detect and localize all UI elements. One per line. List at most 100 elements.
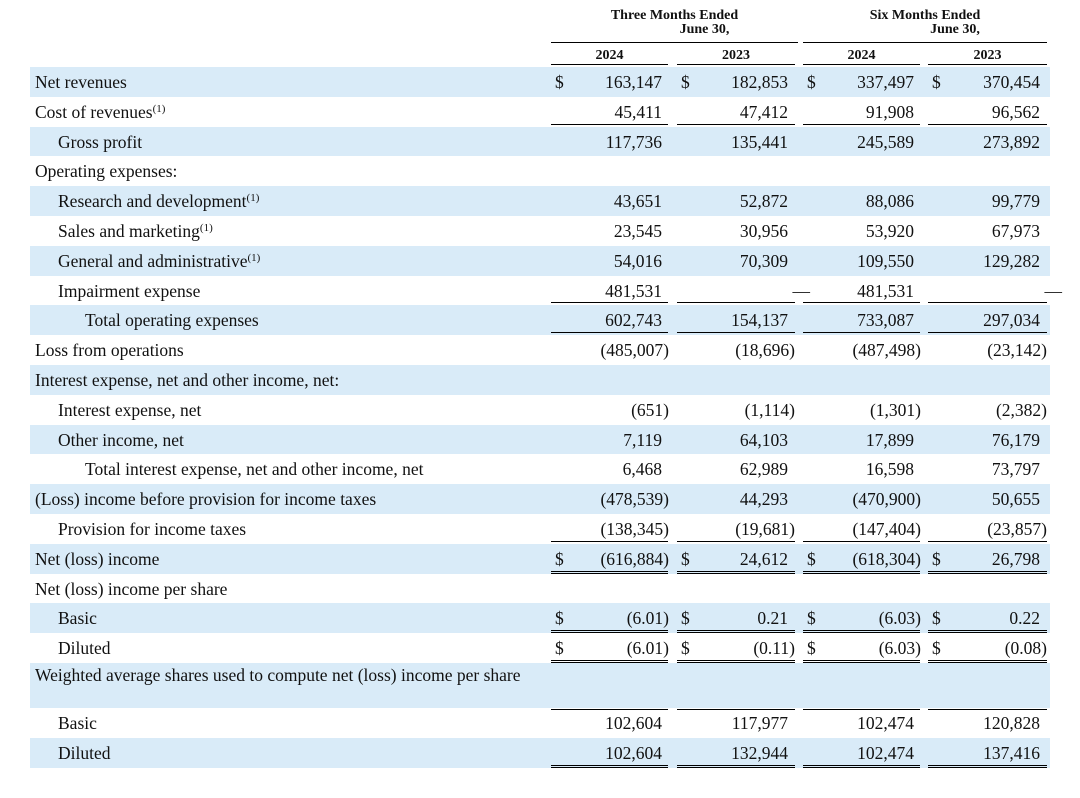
- label-text: Loss from operations: [35, 340, 184, 361]
- overline: [551, 709, 668, 710]
- underline: [551, 540, 668, 542]
- underline: [677, 540, 795, 542]
- row-label: Other income, net: [58, 430, 184, 450]
- cell-value: (0.11): [753, 638, 795, 659]
- cell-value: (616,884): [600, 548, 669, 569]
- underline: [677, 332, 795, 334]
- cell-value: (23,857): [987, 519, 1047, 539]
- cell-value: 30,956: [739, 221, 788, 241]
- year-header: 2023: [973, 48, 1002, 63]
- group-title: Three Months Ended: [610, 8, 739, 23]
- overline: [677, 709, 795, 710]
- currency-sign: $: [681, 608, 690, 629]
- year-rule: [677, 64, 795, 65]
- cell-value: 0.22: [1009, 608, 1040, 629]
- cell-value: 102,474: [857, 713, 914, 733]
- currency-sign: $: [555, 608, 564, 629]
- table-row: Operating expenses:: [30, 156, 1050, 186]
- cell-value: 129,282: [983, 250, 1040, 271]
- cell-value: (6.03): [878, 638, 921, 659]
- row-label: Interest expense, net: [58, 400, 201, 420]
- cell-value: 102,604: [605, 742, 662, 763]
- underline: [677, 302, 795, 304]
- table-row: Gross profit 117,736 135,441 245,589 273,892: [30, 126, 1050, 157]
- cell-value: 481,531: [605, 280, 662, 301]
- cell-value: 0.21: [757, 608, 788, 629]
- cell-value: 52,872: [739, 191, 788, 212]
- underline: [677, 630, 795, 634]
- currency-sign: $: [681, 72, 690, 92]
- row-label: Basic: [58, 608, 97, 628]
- cell-value: 481,531: [857, 280, 914, 301]
- currency-sign: $: [555, 638, 564, 659]
- underline: [551, 659, 668, 663]
- underline: [803, 302, 920, 304]
- cell-value: (618,304): [852, 548, 921, 569]
- underline: [928, 630, 1047, 634]
- group-subtitle: June 30,: [679, 22, 730, 37]
- underline: [928, 570, 1047, 574]
- currency-sign: $: [555, 72, 564, 92]
- cell-value: (651): [631, 399, 669, 420]
- row-label: Loss from operations: [35, 340, 184, 360]
- cell-value: 109,550: [857, 250, 914, 271]
- cell-value: 154,137: [731, 310, 788, 331]
- label-text: Net (loss) income: [35, 548, 160, 569]
- table-row: Net revenues $163,147 $182,853 $337,497 $370…: [30, 67, 1050, 97]
- row-label: Total operating expenses: [85, 310, 259, 330]
- row-label: Net (loss) income per share: [35, 579, 227, 599]
- cell-value: 53,920: [865, 221, 914, 241]
- underline: [803, 764, 920, 768]
- row-label: Operating expenses:: [35, 161, 177, 181]
- row-label: General and administrative(1): [58, 251, 260, 271]
- table-row: Impairment expense 481,531 — 481,531 —: [30, 276, 1062, 306]
- table-row: Other income, net 7,119 64,103 17,899 76,179: [30, 424, 1050, 455]
- row-label: Net (loss) income: [35, 549, 159, 569]
- footnote-ref: (1): [152, 102, 166, 115]
- cell-value: (2,382): [995, 399, 1047, 420]
- underline: [677, 764, 795, 768]
- table-row: General and administrative(1) 54,016 70,30…: [30, 245, 1050, 276]
- underline: [803, 123, 920, 125]
- row-label: Research and development(1): [58, 191, 259, 211]
- header-rule: [803, 42, 1047, 43]
- cell-value: 337,497: [857, 72, 914, 92]
- cell-value: (19,681): [735, 519, 795, 539]
- overline: [928, 709, 1047, 710]
- cell-value: 44,293: [739, 489, 788, 510]
- label-text: Diluted: [58, 638, 111, 659]
- row-label: Interest expense, net and other income, …: [35, 370, 339, 390]
- currency-sign: $: [932, 548, 941, 569]
- underline: [551, 123, 668, 125]
- table-row: Diluted 102,604 132,944 102,474 137,416: [30, 737, 1050, 768]
- label-text: (Loss) income before provision for incom…: [35, 489, 377, 510]
- cell-value: —: [1044, 280, 1063, 301]
- cell-value: 117,736: [605, 131, 662, 152]
- table-row: Basic 102,604 117,977 102,474 120,828: [30, 708, 1050, 738]
- label-text: Gross profit: [58, 131, 143, 152]
- cell-value: 102,474: [857, 742, 914, 763]
- underline: [677, 659, 795, 663]
- cell-value: 73,797: [991, 459, 1040, 480]
- table-row: Interest expense, net (651) (1,114) (1,301)…: [30, 395, 1050, 425]
- label-text: Provision for income taxes: [58, 519, 247, 539]
- cell-value: (18,696): [735, 340, 795, 361]
- row-label: Diluted: [58, 638, 111, 658]
- cell-value: 24,612: [739, 548, 788, 569]
- currency-sign: $: [681, 548, 690, 569]
- cell-value: 50,655: [991, 489, 1040, 510]
- underline: [928, 764, 1047, 768]
- cell-value: 70,309: [739, 250, 788, 271]
- cell-value: (0.08): [1004, 638, 1047, 659]
- cell-value: 43,651: [613, 191, 662, 212]
- table-row: Cost of revenues(1) 45,411 47,412 91,908 96,…: [30, 97, 1050, 127]
- year-header: 2024: [595, 48, 624, 63]
- cell-value: (138,345): [600, 519, 669, 539]
- currency-sign: $: [807, 638, 816, 659]
- label-text: Net (loss) income per share: [35, 578, 228, 599]
- year-header: 2024: [847, 48, 876, 63]
- row-label: Impairment expense: [58, 281, 200, 301]
- overline: [803, 709, 920, 710]
- cell-value: (6.01): [626, 638, 669, 659]
- cell-value: 137,416: [983, 742, 1040, 763]
